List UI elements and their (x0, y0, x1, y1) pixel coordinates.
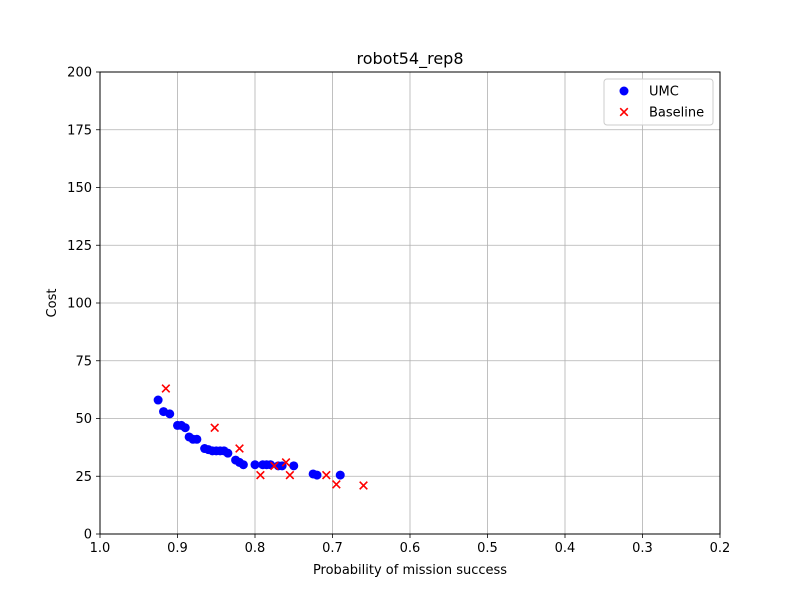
umc-point (165, 409, 175, 419)
umc-point (180, 423, 190, 433)
baseline-point (161, 384, 171, 393)
baseline-point (285, 470, 295, 480)
x-tick-label: 0.4 (555, 541, 576, 556)
x-tick-label: 0.9 (167, 541, 188, 556)
umc-point (153, 395, 163, 405)
baseline-point (210, 423, 220, 433)
umc-point (250, 460, 260, 470)
legend: UMC Baseline (603, 78, 714, 126)
umc-point (312, 470, 322, 480)
chart-title: robot54_rep8 (357, 49, 464, 69)
x-tick-label: 0.3 (632, 541, 653, 556)
legend-label: Baseline (649, 106, 704, 121)
data-points (153, 384, 368, 490)
baseline-point (359, 481, 368, 490)
umc-point (223, 448, 233, 458)
y-tick-label: 200 (67, 66, 92, 81)
y-tick-label: 0 (84, 528, 92, 543)
umc-point (238, 460, 248, 470)
x-tick-label: 0.7 (322, 541, 343, 556)
legend-umc-marker (619, 86, 629, 96)
umc-point (192, 434, 202, 444)
y-tick-label: 50 (75, 412, 92, 427)
x-tick-label: 0.8 (245, 541, 266, 556)
y-tick-label: 75 (75, 354, 92, 369)
y-tick-label: 175 (67, 123, 92, 138)
legend-label: UMC (649, 85, 679, 100)
baseline-point (321, 470, 331, 480)
umc-point (335, 470, 345, 480)
x-tick-label: 0.6 (400, 541, 421, 556)
x-tick-label: 0.5 (477, 541, 498, 556)
y-tick-label: 100 (67, 297, 92, 312)
y-tick-label: 125 (67, 239, 92, 254)
axis-ticks: 1.0 0.9 0.8 0.7 0.6 0.5 0.4 0.3 0.2 0 25 50 75 100 125… (67, 66, 730, 557)
x-tick-label: 0.2 (710, 541, 731, 556)
y-tick-label: 25 (75, 470, 92, 485)
legend-baseline-marker (619, 107, 629, 117)
baseline-point (256, 470, 265, 480)
legend-box (603, 78, 714, 126)
y-tick-label: 150 (67, 181, 92, 196)
baseline-point (235, 444, 244, 453)
x-axis-label: Probability of mission success (313, 563, 507, 578)
baseline-point (332, 479, 341, 489)
baseline-point (270, 461, 279, 471)
umc-point (289, 461, 299, 471)
x-tick-label: 1.0 (90, 541, 111, 556)
y-axis-label: Cost (45, 289, 60, 318)
baseline-point (281, 458, 291, 467)
